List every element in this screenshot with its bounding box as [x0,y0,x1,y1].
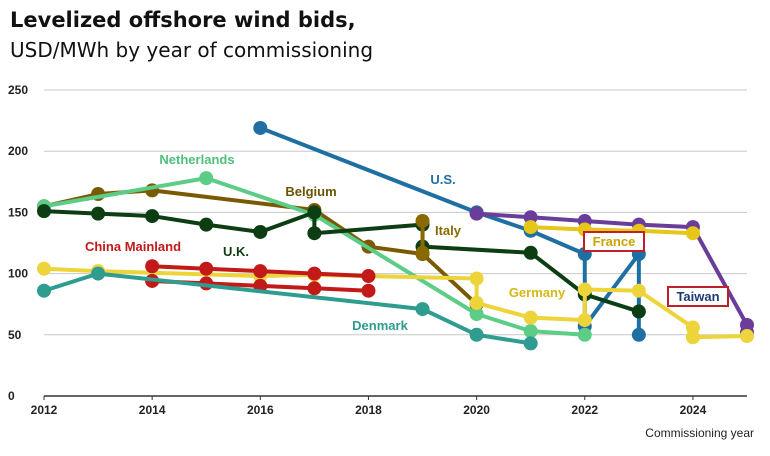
y-tick-label: 100 [8,267,28,281]
data-point-denmark [469,327,484,342]
series-china-mainland [145,259,376,298]
y-tick-label: 150 [8,205,28,219]
data-point-italy [415,245,430,260]
y-tick-label: 0 [8,389,15,403]
data-point-china-mainland [307,281,322,296]
grid-lines [44,89,747,336]
y-tick-label: 50 [8,328,22,342]
data-point-netherlands [199,171,214,186]
data-point-denmark [37,283,51,298]
data-point-germany [577,282,592,297]
series-italy [415,213,430,260]
label-denmark: Denmark [352,318,408,333]
data-point-germany [523,310,538,325]
data-point-france [523,220,538,235]
label-box-taiwan [667,286,729,307]
data-point-u-k [199,217,214,232]
data-point-germany [685,330,700,345]
series-line-u-k [43,209,640,314]
label-italy: Italy [435,223,462,238]
data-point-denmark [91,266,106,281]
series-line-france [530,225,694,236]
x-tick-label: 2014 [139,403,166,417]
data-point-u-s [253,120,268,135]
series-labels: U.S. Taiwan France Belgium Netherlands U.K. It… [85,152,729,333]
series-denmark [37,266,538,351]
data-point-germany [685,320,700,335]
label-taiwan: Taiwan [676,289,719,304]
data-point-germany [631,283,646,298]
label-germany: Germany [509,285,566,300]
data-point-germany [37,261,51,276]
data-point-u-k [523,245,538,260]
axes: 0 50 100 150 200 250 2012 2014 2016 2018 2020 2022 2… [8,83,747,417]
data-point-germany [740,329,754,344]
x-axis-label: Commissioning year [645,426,754,440]
data-point-taiwan [469,206,484,221]
data-point-italy [415,213,430,228]
data-point-china-mainland [253,264,268,279]
data-point-germany [469,271,484,286]
data-point-netherlands [469,306,484,321]
label-china-mainland: China Mainland [85,239,181,254]
data-point-u-k [37,204,51,219]
x-tick-label: 2016 [247,403,274,417]
data-point-germany [577,313,592,328]
data-point-china-mainland [307,266,322,281]
x-tick-label: 2018 [355,403,382,417]
chart-title: Levelized offshore wind bids, [10,8,356,32]
label-belgium: Belgium [285,184,336,199]
label-u-k: U.K. [223,244,249,259]
chart-subtitle: USD/MWh by year of commissioning [10,38,374,62]
data-point-china-mainland [199,261,214,276]
x-tick-label: 2020 [463,403,490,417]
data-point-china-mainland [361,283,376,298]
data-point-china-mainland [145,259,160,274]
series-group [37,120,754,351]
data-point-netherlands [577,327,592,342]
data-point-u-k [631,304,646,319]
x-tick-label: 2022 [571,403,598,417]
data-point-denmark [523,336,538,351]
y-tick-label: 250 [8,83,28,97]
data-point-u-k [307,226,322,241]
data-point-u-k [145,209,160,224]
x-tick-label: 2024 [680,403,707,417]
data-point-netherlands [523,324,538,339]
data-point-u-s [631,327,646,342]
label-u-s: U.S. [430,172,455,187]
data-point-taiwan [523,210,538,225]
data-point-germany [469,295,484,310]
data-point-u-k [307,205,322,220]
data-point-u-k [91,206,106,221]
data-point-u-k [253,224,268,239]
y-tick-label: 200 [8,144,28,158]
label-netherlands: Netherlands [159,152,234,167]
x-tick-label: 2012 [31,403,58,417]
data-point-denmark [415,302,430,317]
label-box-france [583,231,645,252]
label-france: France [593,234,636,249]
data-point-france [685,226,700,241]
series-line-netherlands [43,176,585,337]
data-point-china-mainland [361,269,376,284]
